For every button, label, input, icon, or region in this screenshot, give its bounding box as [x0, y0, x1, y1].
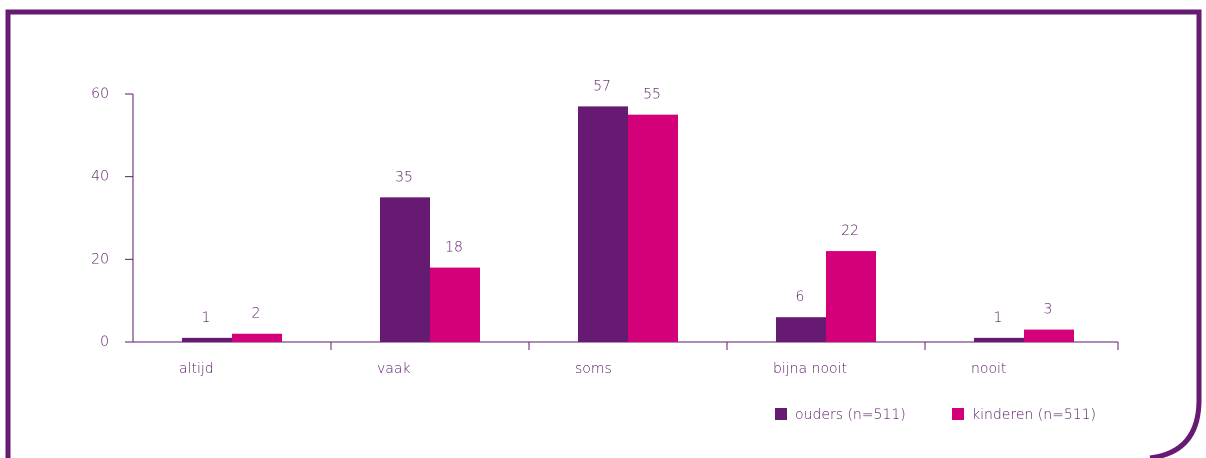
bar [182, 337, 232, 342]
value-label: 18 [445, 240, 463, 256]
bar [974, 337, 1024, 342]
y-tick-label: 40 [91, 169, 109, 185]
frame [5, 9, 1202, 458]
bar [578, 106, 628, 343]
bar [1024, 329, 1074, 342]
legend-label: kinderen (n=511) [972, 407, 1096, 423]
legend-swatch [775, 408, 787, 420]
value-label: 55 [643, 87, 661, 103]
y-tick-label: 20 [91, 251, 109, 267]
value-label: 35 [395, 169, 413, 185]
x-tick-label: nooit [971, 361, 1006, 377]
value-label: 6 [796, 289, 805, 305]
bar [776, 317, 826, 342]
x-tick-label: vaak [377, 361, 411, 377]
bar [628, 114, 678, 343]
bar [430, 267, 480, 342]
legend-swatch [952, 408, 964, 420]
x-tick-label: soms [575, 361, 612, 377]
y-tick-label: 0 [100, 334, 109, 350]
bar [826, 251, 876, 342]
value-label: 22 [841, 223, 859, 239]
bar [232, 333, 282, 342]
value-label: 57 [593, 78, 611, 94]
value-label: 1 [994, 310, 1003, 326]
value-label: 3 [1044, 302, 1053, 318]
y-tick-label: 60 [91, 86, 109, 102]
value-label: 2 [252, 306, 261, 322]
x-tick-label: altijd [179, 361, 214, 377]
x-tick-label: bijna nooit [773, 361, 847, 377]
bar [380, 197, 430, 342]
value-label: 1 [202, 310, 211, 326]
legend-label: ouders (n=511) [795, 407, 906, 423]
